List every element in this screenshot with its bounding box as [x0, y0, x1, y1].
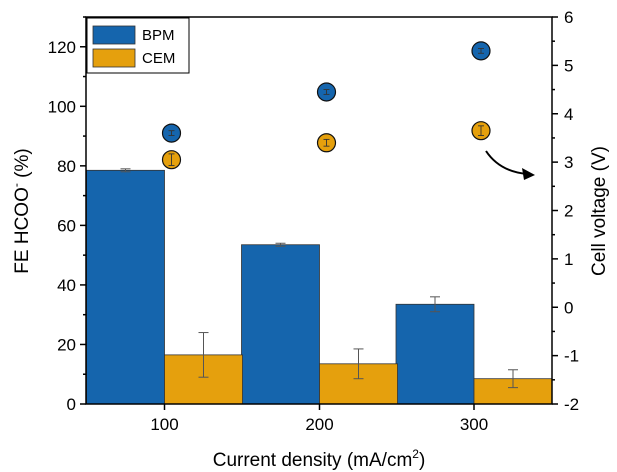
right-axis-label: Cell voltage (V)	[589, 146, 610, 276]
error-bar-cem-200	[353, 348, 364, 380]
left-tick-label: 120	[48, 38, 76, 57]
right-tick-label: 6	[564, 8, 573, 27]
right-tick-label: -1	[564, 347, 579, 366]
right-tick-label: 1	[564, 250, 573, 269]
cell-voltage-point-cem-200	[316, 133, 337, 153]
bar-bpm-200	[241, 244, 320, 405]
cell-voltage-point-cem-100	[161, 150, 182, 170]
legend-label-cem: CEM	[142, 50, 175, 67]
left-tick-label: 40	[57, 276, 76, 295]
legend: BPM CEM	[86, 17, 190, 74]
right-tick-label: -2	[564, 395, 579, 414]
left-tick-label: 60	[57, 216, 76, 235]
bars-group	[86, 169, 553, 405]
left-tick-label: 100	[48, 97, 76, 116]
left-tick-label: 0	[67, 395, 76, 414]
error-bars-group	[120, 168, 518, 389]
left-axis-label: FE HCOO- (%)	[9, 148, 33, 273]
cell-voltage-point-bpm-200	[316, 82, 337, 102]
error-bar-bpm-200	[275, 242, 286, 247]
error-bar-cem-100	[198, 332, 209, 378]
legend-label-bpm: BPM	[142, 27, 175, 44]
bar-bpm-300	[395, 303, 475, 405]
cell-voltage-point-cem-300	[471, 121, 491, 141]
left-axis-ticks: 0 20 40 60 80 100 120	[48, 16, 86, 414]
x-axis-label: Current density (mA/cm2)	[213, 447, 426, 471]
x-tick-label-100: 100	[150, 415, 178, 434]
error-bar-cem-300	[508, 369, 518, 389]
x-tick-label-200: 200	[305, 415, 333, 434]
right-tick-label: 3	[564, 153, 573, 172]
right-tick-label: 4	[564, 105, 573, 124]
legend-swatch-cem	[92, 48, 136, 68]
error-bar-bpm-100	[120, 168, 131, 173]
right-tick-label: 2	[564, 202, 573, 221]
right-tick-label: 5	[564, 56, 573, 75]
cell-voltage-point-bpm-300	[471, 41, 491, 61]
right-axis-ticks: -2 -1 0 1 2 3 4 5 6	[552, 8, 579, 414]
bar-bpm-100	[86, 169, 165, 405]
left-tick-label: 20	[57, 335, 76, 354]
cell-voltage-point-bpm-100	[161, 123, 182, 143]
legend-swatch-bpm	[92, 25, 136, 45]
right-tick-label: 0	[564, 298, 573, 317]
error-bar-bpm-300	[430, 296, 440, 313]
left-tick-label: 80	[57, 157, 76, 176]
x-axis-ticks: 100 200 300	[150, 404, 488, 434]
x-tick-label-300: 300	[460, 415, 488, 434]
cell-voltage-points-group	[161, 41, 491, 170]
annotation-arrow	[485, 150, 535, 180]
